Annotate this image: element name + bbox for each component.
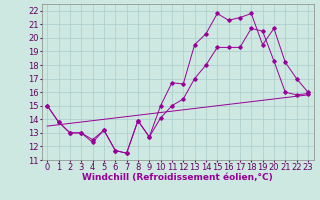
X-axis label: Windchill (Refroidissement éolien,°C): Windchill (Refroidissement éolien,°C) [82,173,273,182]
